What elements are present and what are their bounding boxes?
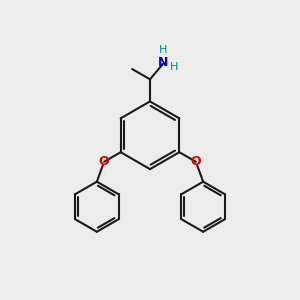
Text: H: H (170, 62, 178, 72)
Text: O: O (99, 155, 110, 168)
Text: H: H (159, 45, 168, 55)
Text: O: O (190, 155, 201, 168)
Text: N: N (158, 56, 168, 69)
